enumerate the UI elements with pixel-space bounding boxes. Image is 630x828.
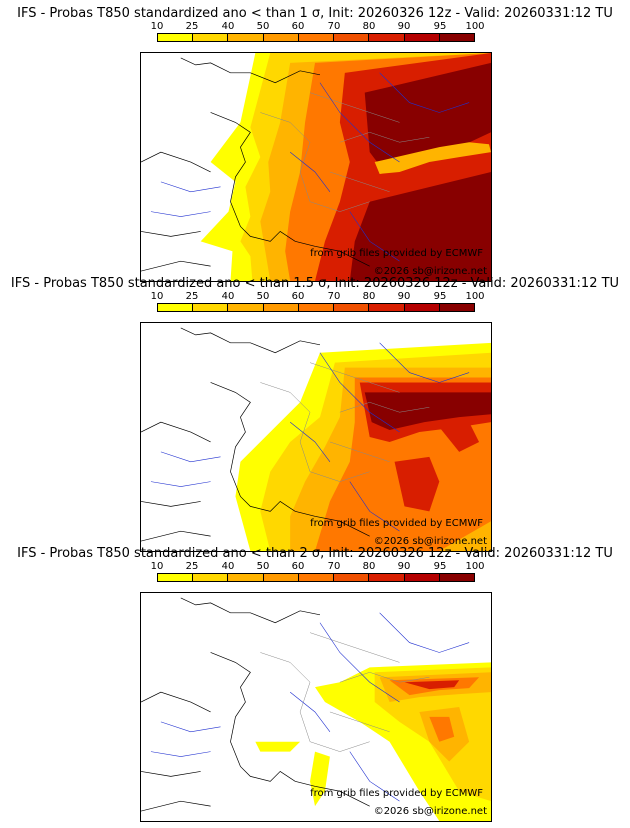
prob-80c	[439, 422, 480, 452]
scale-swatch	[298, 304, 335, 311]
scale-label: 10	[150, 561, 164, 572]
scale-label: 70	[327, 561, 341, 572]
scale-swatch	[439, 304, 474, 311]
prob-60b	[429, 716, 455, 742]
panel-1-color-scale	[157, 33, 475, 42]
prob-95b	[349, 171, 491, 281]
scale-label: 10	[150, 21, 164, 32]
panel-1-map-svg	[141, 53, 491, 281]
scale-label: 80	[362, 291, 376, 302]
scale-label: 25	[185, 291, 199, 302]
scale-swatch	[158, 304, 194, 311]
panel-1-map: from grib files provided by ECMWF ©2026 …	[140, 52, 492, 282]
borders	[260, 92, 430, 212]
scale-swatch	[404, 304, 440, 311]
scale-label: 25	[185, 21, 199, 32]
scale-swatch	[263, 304, 299, 311]
panel-1-credit-source: from grib files provided by ECMWF	[310, 248, 483, 259]
rivers	[150, 612, 470, 802]
scale-label: 90	[397, 291, 411, 302]
coastline	[141, 597, 370, 812]
scale-swatch	[228, 34, 264, 41]
scale-label: 40	[221, 561, 235, 572]
panel-2: IFS - Probas T850 standardized ano < tha…	[0, 276, 630, 552]
panel-3-map: from grib files provided by ECMWF ©2026 …	[140, 592, 492, 822]
prob-10b	[255, 741, 301, 752]
scale-swatch	[439, 34, 474, 41]
scale-swatch	[263, 574, 299, 581]
panel-3-credit-copyright: ©2026 sb@irizone.net	[373, 806, 487, 817]
panel-2-color-scale	[157, 303, 475, 312]
panel-1-scale-labels: 10 25 40 50 60 70 80 90 95 100	[151, 21, 485, 33]
borders	[260, 362, 430, 482]
coastline	[141, 57, 370, 272]
scale-swatch	[298, 574, 335, 581]
scale-label: 50	[256, 561, 270, 572]
panel-3-color-scale	[157, 573, 475, 582]
scale-label: 95	[433, 561, 447, 572]
scale-label: 60	[291, 291, 305, 302]
scale-swatch	[228, 304, 264, 311]
panel-2-map: from grib files provided by ECMWF ©2026 …	[140, 322, 492, 552]
prob-10c	[310, 751, 330, 807]
panel-3-scale-labels: 10 25 40 50 60 70 80 90 95 100	[151, 561, 485, 573]
scale-swatch	[298, 34, 335, 41]
scale-swatch	[193, 34, 229, 41]
panel-3-credit-source: from grib files provided by ECMWF	[310, 788, 483, 799]
scale-swatch	[193, 304, 229, 311]
panel-2-credit-source: from grib files provided by ECMWF	[310, 518, 483, 529]
scale-swatch	[158, 34, 194, 41]
scale-label: 90	[397, 561, 411, 572]
scale-label: 60	[291, 21, 305, 32]
scale-label: 90	[397, 21, 411, 32]
scale-label: 50	[256, 21, 270, 32]
scale-label: 40	[221, 291, 235, 302]
scale-swatch	[158, 574, 194, 581]
scale-label: 100	[465, 21, 485, 32]
scale-label: 80	[362, 561, 376, 572]
scale-label: 100	[465, 291, 485, 302]
scale-label: 50	[256, 291, 270, 302]
alps-gap	[374, 142, 491, 174]
panel-2-title: IFS - Probas T850 standardized ano < tha…	[10, 276, 620, 291]
panel-1-credit-copyright: ©2026 sb@irizone.net	[373, 266, 487, 277]
scale-swatch	[263, 34, 299, 41]
scale-label: 70	[327, 291, 341, 302]
scale-swatch	[404, 574, 440, 581]
scale-label: 70	[327, 21, 341, 32]
prob-95	[364, 392, 491, 431]
scale-swatch	[334, 34, 370, 41]
panel-3-title: IFS - Probas T850 standardized ano < tha…	[17, 546, 613, 561]
panel-1-title: IFS - Probas T850 standardized ano < tha…	[17, 6, 613, 21]
scale-swatch	[334, 574, 370, 581]
scale-label: 100	[465, 561, 485, 572]
scale-swatch	[404, 34, 440, 41]
panel-3: IFS - Probas T850 standardized ano < tha…	[0, 546, 630, 822]
scale-swatch	[193, 574, 229, 581]
borders	[260, 632, 430, 752]
scale-label: 40	[221, 21, 235, 32]
panel-2-credit-copyright: ©2026 sb@irizone.net	[373, 536, 487, 547]
scale-swatch	[369, 574, 405, 581]
prob-80	[404, 680, 460, 690]
panel-1: IFS - Probas T850 standardized ano < tha…	[0, 6, 630, 282]
panel-2-map-svg	[141, 327, 491, 551]
panel-2-scale-labels: 10 25 40 50 60 70 80 90 95 100	[151, 291, 485, 303]
scale-swatch	[228, 574, 264, 581]
scale-swatch	[369, 304, 405, 311]
scale-label: 10	[150, 291, 164, 302]
scale-label: 95	[433, 291, 447, 302]
scale-label: 25	[185, 561, 199, 572]
scale-swatch	[369, 34, 405, 41]
rivers	[150, 342, 470, 532]
panel-3-map-svg	[141, 597, 491, 821]
scale-swatch	[439, 574, 474, 581]
prob-80b	[394, 456, 440, 512]
scale-label: 95	[433, 21, 447, 32]
rivers	[150, 72, 470, 262]
scale-label: 80	[362, 21, 376, 32]
scale-swatch	[334, 304, 370, 311]
scale-label: 60	[291, 561, 305, 572]
coastline	[141, 327, 370, 542]
